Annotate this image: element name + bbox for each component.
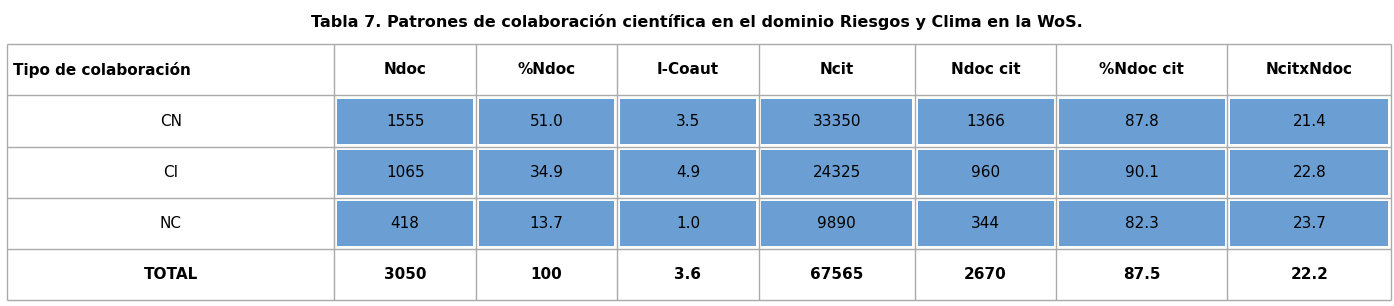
Bar <box>1231 150 1388 195</box>
Bar <box>337 150 473 195</box>
Bar <box>337 201 473 246</box>
Text: 22.2: 22.2 <box>1291 267 1328 282</box>
Text: 418: 418 <box>390 216 420 231</box>
Text: 24325: 24325 <box>813 165 861 180</box>
Text: 1065: 1065 <box>386 165 424 180</box>
Bar <box>1059 150 1225 195</box>
Text: 51.0: 51.0 <box>530 114 563 129</box>
Text: 87.5: 87.5 <box>1124 267 1161 282</box>
Text: 21.4: 21.4 <box>1292 114 1326 129</box>
Text: 3.6: 3.6 <box>675 267 701 282</box>
Bar <box>917 150 1054 195</box>
Bar <box>917 201 1054 246</box>
Bar <box>761 201 912 246</box>
Bar <box>917 99 1054 144</box>
Text: %Ndoc cit: %Ndoc cit <box>1100 62 1185 77</box>
Text: 344: 344 <box>972 216 999 231</box>
Text: 3050: 3050 <box>383 267 427 282</box>
Bar <box>620 201 756 246</box>
Text: NcitxNdoc: NcitxNdoc <box>1266 62 1352 77</box>
Bar <box>478 99 615 144</box>
Bar <box>761 150 912 195</box>
Text: 22.8: 22.8 <box>1292 165 1326 180</box>
Text: 1366: 1366 <box>966 114 1005 129</box>
Text: TOTAL: TOTAL <box>144 267 198 282</box>
Text: 67565: 67565 <box>810 267 863 282</box>
Text: 3.5: 3.5 <box>676 114 700 129</box>
Bar <box>620 99 756 144</box>
Bar <box>478 150 615 195</box>
Text: 87.8: 87.8 <box>1125 114 1158 129</box>
Text: Tipo de colaboración: Tipo de colaboración <box>13 62 191 78</box>
Text: Ncit: Ncit <box>820 62 855 77</box>
Bar <box>337 99 473 144</box>
Text: 9890: 9890 <box>817 216 856 231</box>
Text: NC: NC <box>160 216 181 231</box>
Text: Tabla 7. Patrones de colaboración científica en el dominio Riesgos y Clima en la: Tabla 7. Patrones de colaboración cientí… <box>311 14 1083 30</box>
Text: 13.7: 13.7 <box>530 216 563 231</box>
Text: 1.0: 1.0 <box>676 216 700 231</box>
Text: 90.1: 90.1 <box>1125 165 1158 180</box>
Text: Ndoc: Ndoc <box>383 62 427 77</box>
Bar <box>478 201 615 246</box>
Text: 4.9: 4.9 <box>676 165 700 180</box>
Text: 2670: 2670 <box>965 267 1006 282</box>
Text: 33350: 33350 <box>813 114 861 129</box>
Text: 100: 100 <box>531 267 562 282</box>
Bar <box>1231 99 1388 144</box>
Text: 1555: 1555 <box>386 114 424 129</box>
Bar <box>1059 201 1225 246</box>
Text: 23.7: 23.7 <box>1292 216 1326 231</box>
Text: 34.9: 34.9 <box>530 165 563 180</box>
Bar <box>761 99 912 144</box>
Bar <box>620 150 756 195</box>
Bar <box>1231 201 1388 246</box>
Text: I-Coaut: I-Coaut <box>657 62 719 77</box>
Text: 960: 960 <box>972 165 999 180</box>
Text: Ndoc cit: Ndoc cit <box>951 62 1020 77</box>
Bar <box>1059 99 1225 144</box>
Text: %Ndoc: %Ndoc <box>517 62 576 77</box>
Text: 82.3: 82.3 <box>1125 216 1158 231</box>
Text: CI: CI <box>163 165 178 180</box>
Text: CN: CN <box>160 114 181 129</box>
